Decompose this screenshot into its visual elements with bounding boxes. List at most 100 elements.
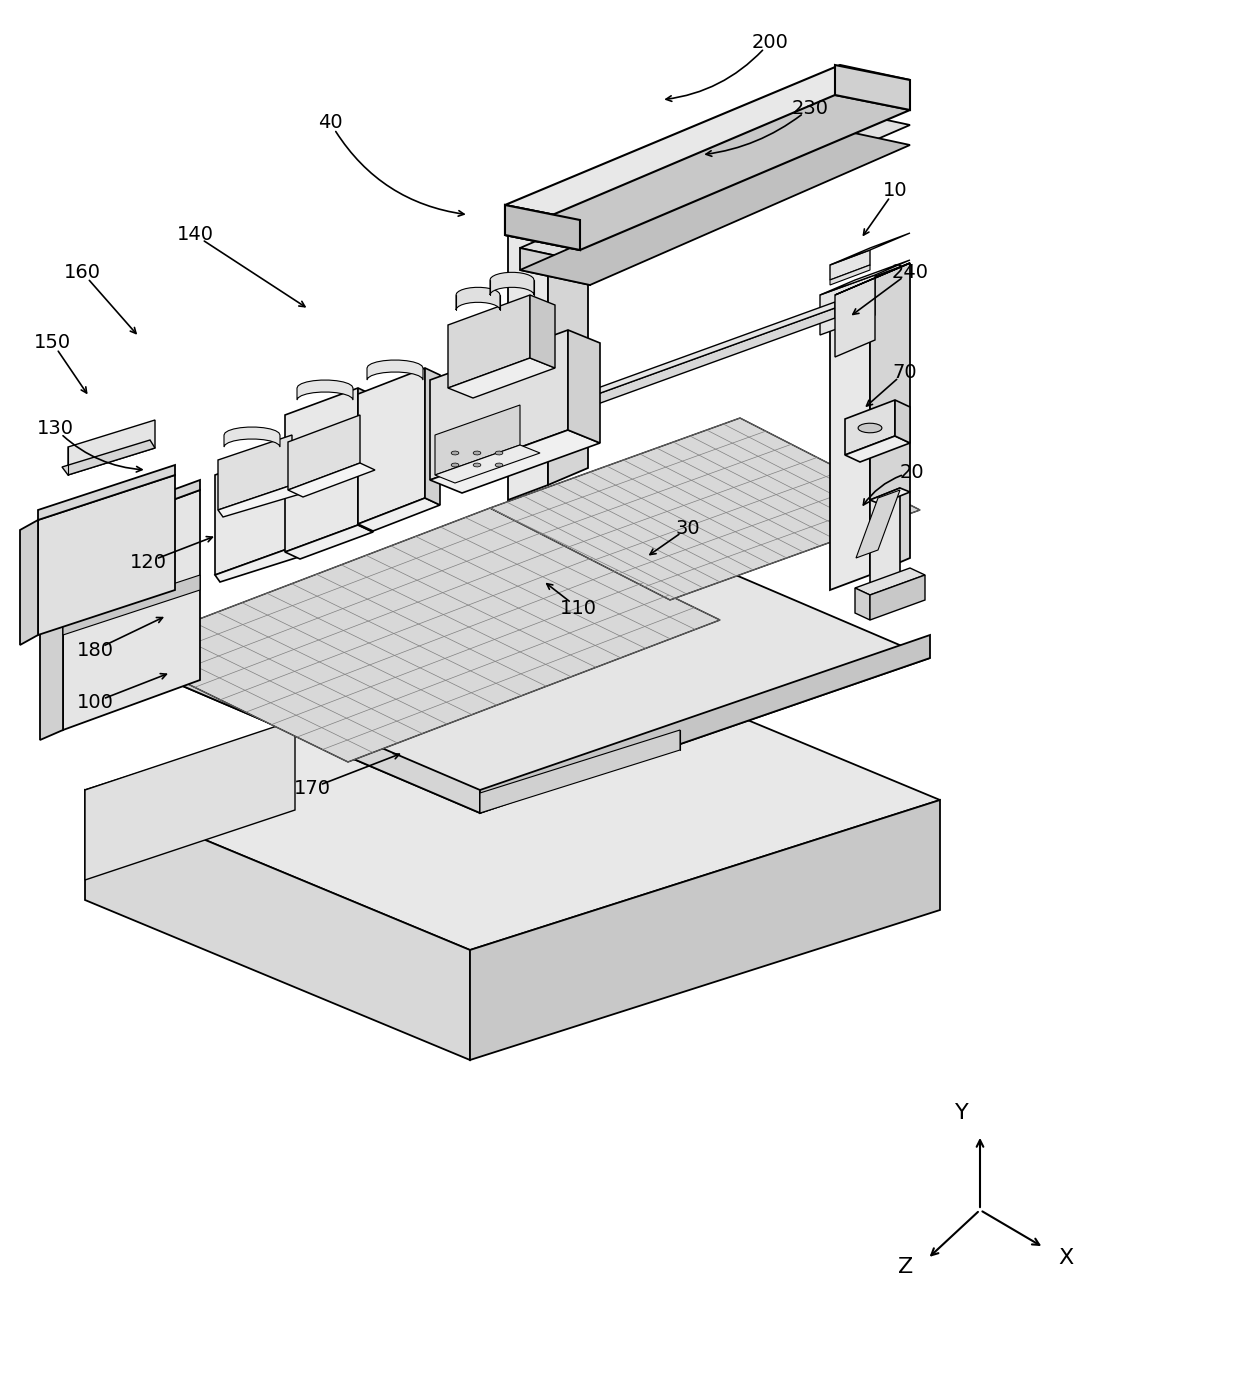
Polygon shape	[425, 368, 440, 505]
Polygon shape	[290, 448, 305, 555]
Polygon shape	[858, 423, 882, 433]
Polygon shape	[110, 501, 930, 813]
Polygon shape	[215, 448, 290, 575]
Polygon shape	[495, 463, 503, 467]
Polygon shape	[480, 635, 930, 813]
Polygon shape	[63, 480, 200, 539]
Polygon shape	[529, 295, 556, 368]
Polygon shape	[224, 427, 280, 447]
Text: 130: 130	[36, 419, 73, 437]
Polygon shape	[358, 368, 425, 524]
Polygon shape	[870, 263, 910, 575]
Text: X: X	[1058, 1247, 1074, 1267]
Polygon shape	[430, 430, 600, 492]
Polygon shape	[358, 498, 440, 531]
Polygon shape	[568, 331, 600, 443]
Polygon shape	[288, 415, 360, 490]
Polygon shape	[835, 65, 910, 111]
Polygon shape	[218, 485, 308, 517]
Text: 30: 30	[676, 519, 701, 538]
Polygon shape	[595, 301, 835, 396]
Polygon shape	[490, 272, 534, 295]
Text: 110: 110	[559, 599, 596, 617]
Polygon shape	[870, 488, 910, 503]
Polygon shape	[86, 640, 940, 950]
Polygon shape	[218, 436, 291, 510]
Polygon shape	[68, 420, 155, 474]
Polygon shape	[62, 440, 155, 474]
Text: 150: 150	[33, 332, 71, 351]
Polygon shape	[63, 490, 200, 730]
Text: 160: 160	[63, 263, 100, 282]
Polygon shape	[856, 568, 925, 595]
Polygon shape	[856, 588, 870, 620]
Polygon shape	[480, 730, 680, 813]
Text: 170: 170	[294, 779, 331, 798]
Polygon shape	[456, 288, 500, 310]
Polygon shape	[86, 721, 295, 880]
Polygon shape	[870, 488, 900, 602]
Polygon shape	[844, 400, 895, 455]
Polygon shape	[40, 539, 63, 740]
Text: 240: 240	[892, 263, 929, 282]
Polygon shape	[358, 389, 373, 532]
Polygon shape	[474, 463, 481, 467]
Polygon shape	[38, 474, 175, 635]
Polygon shape	[820, 260, 910, 295]
Polygon shape	[367, 360, 423, 380]
Polygon shape	[490, 418, 920, 600]
Text: 180: 180	[77, 640, 114, 660]
Polygon shape	[448, 358, 556, 398]
Polygon shape	[86, 790, 470, 1059]
Polygon shape	[285, 526, 373, 559]
Polygon shape	[830, 266, 870, 285]
Polygon shape	[430, 331, 568, 480]
Text: 10: 10	[883, 181, 908, 199]
Text: 100: 100	[77, 693, 113, 711]
Polygon shape	[595, 308, 835, 405]
Polygon shape	[830, 263, 910, 295]
Text: 70: 70	[893, 362, 918, 382]
Polygon shape	[110, 632, 480, 813]
Polygon shape	[895, 400, 910, 443]
Polygon shape	[288, 463, 374, 496]
Polygon shape	[435, 445, 539, 483]
Polygon shape	[451, 463, 459, 467]
Polygon shape	[830, 279, 870, 591]
Polygon shape	[474, 451, 481, 455]
Polygon shape	[451, 451, 459, 455]
Polygon shape	[435, 405, 520, 474]
Polygon shape	[505, 205, 580, 250]
Polygon shape	[285, 389, 358, 552]
Polygon shape	[470, 799, 940, 1059]
Polygon shape	[505, 65, 910, 220]
Polygon shape	[495, 451, 503, 455]
Text: Y: Y	[955, 1104, 968, 1123]
Text: 200: 200	[751, 32, 789, 51]
Polygon shape	[298, 380, 353, 400]
Polygon shape	[520, 248, 590, 285]
Polygon shape	[820, 275, 875, 335]
Polygon shape	[448, 295, 529, 389]
Polygon shape	[520, 130, 910, 285]
Polygon shape	[856, 490, 900, 557]
Polygon shape	[548, 188, 588, 485]
Text: 20: 20	[900, 462, 924, 481]
Polygon shape	[508, 205, 548, 501]
Polygon shape	[20, 520, 38, 644]
Polygon shape	[830, 250, 870, 279]
Polygon shape	[520, 111, 910, 263]
Polygon shape	[505, 205, 580, 250]
Text: 120: 120	[129, 552, 166, 571]
Polygon shape	[38, 465, 175, 520]
Polygon shape	[215, 548, 305, 582]
Polygon shape	[63, 575, 200, 635]
Polygon shape	[830, 232, 910, 266]
Polygon shape	[118, 508, 720, 762]
Polygon shape	[835, 263, 910, 295]
Polygon shape	[870, 575, 925, 620]
Polygon shape	[505, 95, 910, 250]
Text: 40: 40	[317, 112, 342, 131]
Text: Z: Z	[898, 1257, 913, 1277]
Polygon shape	[835, 278, 875, 357]
